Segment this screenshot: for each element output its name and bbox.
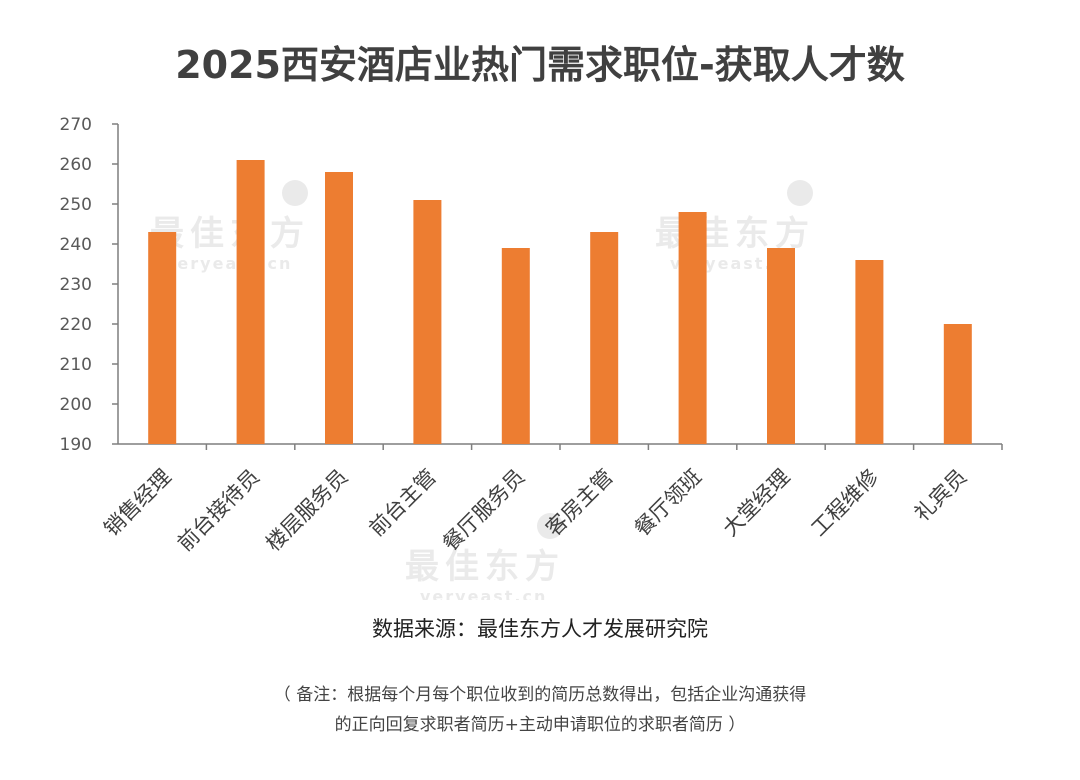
x-tick-label: 大堂经理 [718,465,794,541]
y-tick-label: 230 [60,275,92,295]
y-tick-label: 250 [60,195,92,215]
bar-工程维修 [855,260,884,444]
x-tick-label: 工程维修 [807,465,883,541]
note-line-2: 的正向回复求职者简历+主动申请职位的求职者简历 ） [334,715,746,735]
y-tick-label: 270 [60,115,92,135]
bar-前台主管 [413,200,442,444]
data-source: 数据来源：最佳东方人才发展研究院 [372,617,708,641]
bar-大堂经理 [767,248,795,444]
bar-前台接待员 [236,160,265,444]
watermark-text: 最佳东方 [405,547,565,587]
x-tick-label: 餐厅领班 [630,465,706,541]
watermark-logo-icon [282,180,308,206]
y-tick-label: 200 [60,395,92,415]
bar-楼层服务员 [325,172,353,444]
x-tick-label: 礼宾员 [910,465,972,527]
x-tick-label: 前台接待员 [173,465,264,556]
y-tick-label: 220 [60,315,92,335]
y-tick-label: 210 [60,355,92,375]
watermark-logo-icon [537,513,563,539]
bar-chart: 最佳东方veryeast.cn最佳东方veryeast.cn最佳东方veryea… [60,115,1003,600]
bar-客房主管 [590,232,619,444]
bar-礼宾员 [943,324,972,444]
bar-销售经理 [148,232,177,444]
bar-餐厅服务员 [501,248,530,444]
x-tick-label: 餐厅服务员 [438,465,529,556]
chart-title: 2025西安酒店业热门需求职位-获取人才数 [175,43,905,87]
watermark-url: veryeast.cn [420,587,547,600]
y-tick-label: 260 [60,155,92,175]
x-tick-label: 楼层服务员 [261,465,352,556]
x-tick-label: 客房主管 [541,465,617,541]
watermark-logo-icon [787,180,813,206]
y-tick-label: 240 [60,235,92,255]
x-tick-label: 前台主管 [365,465,441,541]
note-line-1: （ 备注：根据每个月每个职位收到的简历总数得出，包括企业沟通获得 [273,685,807,705]
watermark-url: veryeast.cn [165,254,292,273]
x-tick-label: 销售经理 [99,465,175,541]
y-tick-label: 190 [60,435,92,455]
bar-餐厅领班 [678,212,707,444]
